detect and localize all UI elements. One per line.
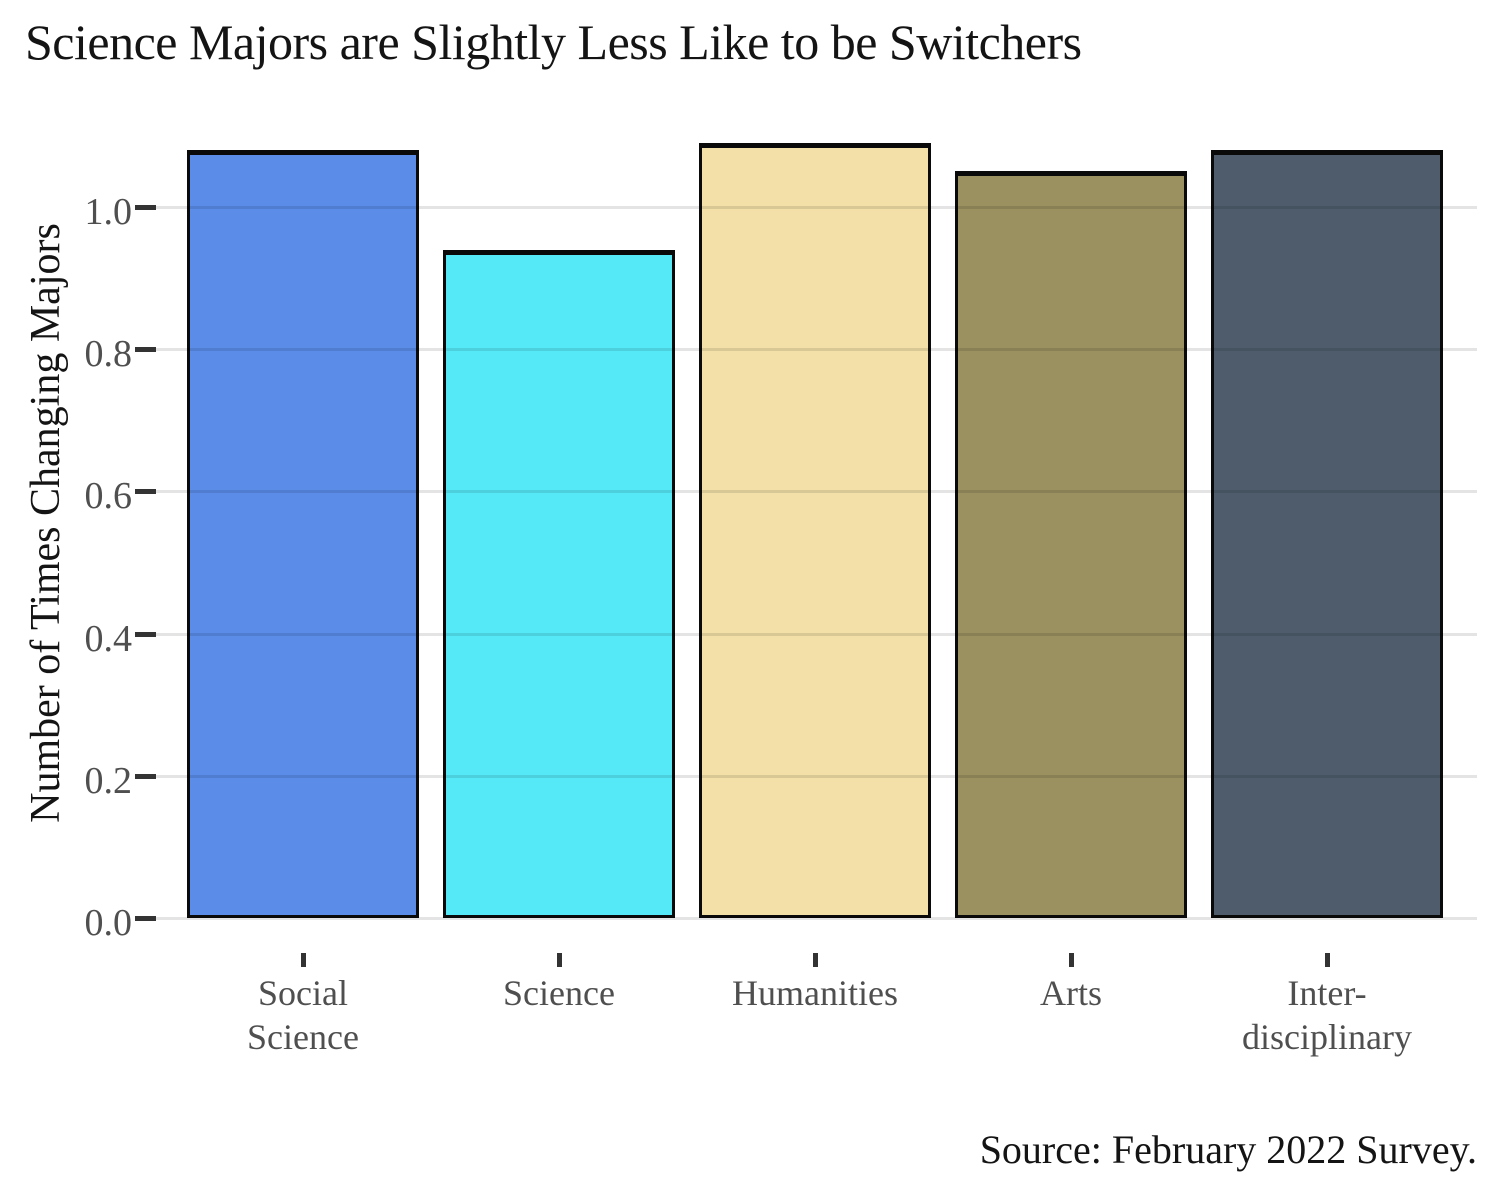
- y-tick-label-0.4: 0.4: [84, 617, 133, 660]
- gridline-y-0.0: [152, 917, 1477, 920]
- y-tick-mark-0.2: [135, 773, 156, 779]
- y-tick-mark-0.6: [135, 489, 156, 495]
- chart-title: Science Majors are Slightly Less Like to…: [25, 14, 1082, 70]
- y-tick-label-1.0: 1.0: [84, 191, 133, 233]
- x-axis-label-social-science: Social Science: [247, 973, 359, 1057]
- gridline-y-0.4: [152, 632, 1477, 636]
- y-tick-label-0.2: 0.2: [84, 759, 133, 802]
- y-tick-label-0.6: 0.6: [84, 475, 133, 518]
- gridline-y-0.8: [152, 348, 1477, 352]
- y-tick-label-0.0: 0.0: [84, 902, 133, 944]
- x-tick-mark-social-science: [301, 953, 306, 967]
- x-tick-mark-arts: [1069, 953, 1074, 967]
- x-axis-label-humanities: Humanities: [732, 973, 898, 1013]
- bar-social-science: [187, 150, 419, 918]
- gridline-y-0.2: [152, 774, 1477, 778]
- x-tick-mark-inter-disciplinary: [1325, 953, 1330, 967]
- y-tick-mark-0.8: [135, 347, 156, 353]
- y-tick-label-0.8: 0.8: [84, 333, 133, 376]
- gridline-y-0.6: [152, 490, 1477, 494]
- bar-inter-disciplinary: [1211, 150, 1443, 918]
- gridline-y-1.0: [152, 206, 1477, 209]
- x-tick-mark-humanities: [813, 953, 818, 967]
- y-tick-mark-0.0: [135, 916, 156, 921]
- plot-area: [152, 120, 1477, 920]
- y-tick-mark-0.4: [135, 631, 156, 637]
- x-axis-label-inter-disciplinary: Inter- disciplinary: [1242, 973, 1412, 1057]
- bar-humanities: [699, 143, 931, 918]
- bar-science: [443, 250, 675, 918]
- source-caption: Source: February 2022 Survey.: [979, 1127, 1477, 1172]
- y-tick-mark-1.0: [135, 205, 156, 210]
- x-axis-label-arts: Arts: [1040, 973, 1102, 1013]
- bar-arts: [955, 171, 1187, 918]
- x-axis-label-science: Science: [503, 973, 615, 1013]
- x-tick-mark-science: [557, 953, 562, 967]
